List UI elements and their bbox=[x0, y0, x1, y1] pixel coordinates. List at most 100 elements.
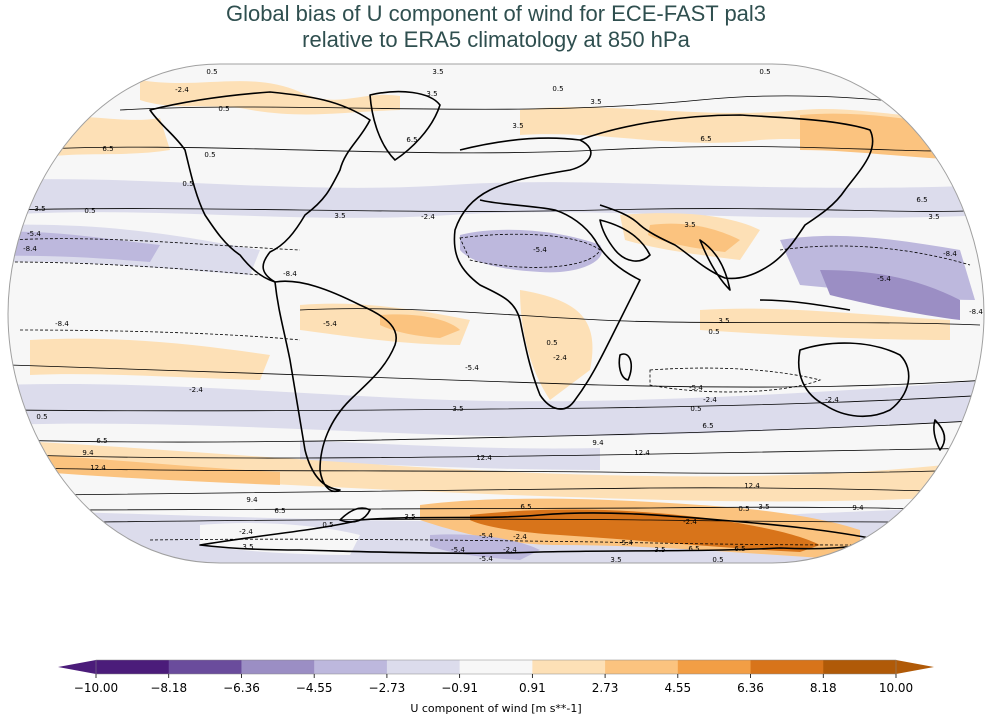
colorbar-tick-label: −2.73 bbox=[369, 681, 406, 695]
contour-label: 3.5 bbox=[334, 212, 345, 220]
colorbar-segment bbox=[168, 660, 242, 674]
contour-label: 3.5 bbox=[654, 546, 665, 554]
colorbar-extend-high bbox=[896, 660, 934, 674]
contour-label: 3.5 bbox=[590, 98, 601, 106]
colorbar-tick-label: 6.36 bbox=[737, 681, 764, 695]
contour-label: 0.5 bbox=[552, 85, 563, 93]
contour-label: -5.4 bbox=[619, 539, 633, 547]
contour-label: -5.4 bbox=[465, 364, 479, 372]
colorbar-tick-label: −8.18 bbox=[150, 681, 187, 695]
contour-label: 6.5 bbox=[734, 545, 745, 553]
colorbar-tick-label: 0.91 bbox=[519, 681, 546, 695]
contour-label: -5.4 bbox=[479, 532, 493, 540]
contour-label: -5.4 bbox=[323, 320, 337, 328]
contour-label: 6.5 bbox=[688, 545, 699, 553]
contour-label: 3.5 bbox=[718, 317, 729, 325]
contour-label: -8.4 bbox=[283, 270, 297, 278]
colorbar-segment bbox=[750, 660, 824, 674]
contour-label: 6.5 bbox=[520, 503, 531, 511]
contour-label: -5.4 bbox=[451, 546, 465, 554]
contour-label: -2.4 bbox=[825, 396, 839, 404]
contour-label: -8.4 bbox=[23, 245, 37, 253]
colorbar: −10.00 −8.18 −6.36 −4.55 −2.73 −0.91 0.91 2.73 4… bbox=[58, 659, 934, 715]
contour-label: -2.4 bbox=[683, 518, 697, 526]
contour-label: 9.4 bbox=[592, 439, 604, 447]
contour-label: 6.5 bbox=[96, 437, 107, 445]
contour-label: 6.5 bbox=[406, 136, 417, 144]
contour-label: 0.5 bbox=[206, 68, 217, 76]
contour-label: -5.4 bbox=[479, 555, 493, 563]
colorbar-tick-label: −6.36 bbox=[223, 681, 260, 695]
contour-label: 3.5 bbox=[242, 543, 253, 551]
colorbar-segment bbox=[677, 660, 752, 674]
contour-label: 3.5 bbox=[758, 503, 769, 511]
map-border bbox=[7, 63, 985, 564]
contour-label: 0.5 bbox=[690, 405, 701, 413]
contour-label: 0.5 bbox=[546, 339, 557, 347]
contour-label: 3.5 bbox=[452, 405, 463, 413]
contour-label: 0.5 bbox=[708, 328, 719, 336]
colorbar-segment bbox=[605, 660, 679, 674]
contour-label: -2.4 bbox=[513, 533, 527, 541]
contour-label: 12.4 bbox=[634, 449, 650, 457]
contour-label: 3.5 bbox=[610, 556, 621, 564]
colorbar-tick-label: −4.55 bbox=[296, 681, 333, 695]
contour-label: -2.4 bbox=[421, 213, 435, 221]
contour-label: 3.5 bbox=[426, 90, 437, 98]
contour-label: 9.4 bbox=[246, 496, 258, 504]
contour-label: 12.4 bbox=[476, 454, 492, 462]
contour-label: 0.5 bbox=[738, 505, 749, 513]
contour-label: -5.4 bbox=[877, 275, 891, 283]
colorbar-tick-label: 10.00 bbox=[879, 681, 913, 695]
contour-label: -8.4 bbox=[943, 250, 957, 258]
contour-label: -2.4 bbox=[189, 386, 203, 394]
contour-label: 3.5 bbox=[34, 205, 45, 213]
contour-label: 12.4 bbox=[744, 482, 760, 490]
contour-label: 9.4 bbox=[82, 449, 94, 457]
contour-label: 12.4 bbox=[90, 464, 106, 472]
colorbar-tick-label: 8.18 bbox=[810, 681, 837, 695]
contour-label: 3.5 bbox=[404, 513, 415, 521]
colorbar-tick-label: 4.55 bbox=[664, 681, 691, 695]
colorbar-tick-label: 2.73 bbox=[592, 681, 619, 695]
contour-label: 9.4 bbox=[852, 504, 864, 512]
contour-labels: 0.5 3.5 0.5 -2.4 0.5 3.5 3.5 0.5 3.5 6.5… bbox=[23, 68, 983, 564]
colorbar-segment bbox=[386, 660, 461, 674]
contour-label: 0.5 bbox=[759, 68, 770, 76]
colorbar-label: U component of wind [m s**-1] bbox=[410, 702, 581, 715]
contour-label: 6.5 bbox=[700, 135, 711, 143]
colorbar-segment bbox=[823, 660, 897, 674]
contour-label: 0.5 bbox=[322, 521, 333, 529]
colorbar-segment bbox=[459, 660, 533, 674]
colorbar-segment bbox=[96, 660, 170, 674]
contour-label: 3.5 bbox=[512, 122, 523, 130]
colorbar-segment bbox=[314, 660, 388, 674]
contour-label: 3.5 bbox=[684, 221, 695, 229]
contour-label: 6.5 bbox=[102, 145, 113, 153]
colorbar-tick-label: −10.00 bbox=[74, 681, 118, 695]
contour-label: 3.5 bbox=[928, 213, 939, 221]
contour-label: -5.4 bbox=[689, 384, 703, 392]
contour-label: -2.4 bbox=[553, 354, 567, 362]
colorbar-segment bbox=[241, 660, 315, 674]
colorbar-extend-low bbox=[58, 660, 96, 674]
contour-label: -8.4 bbox=[969, 308, 983, 316]
contour-label: -5.4 bbox=[533, 246, 547, 254]
contour-label: 0.5 bbox=[36, 413, 47, 421]
contour-label: 6.5 bbox=[274, 507, 285, 515]
contour-label: 3.5 bbox=[432, 68, 443, 76]
contour-label: -2.4 bbox=[703, 396, 717, 404]
contour-label: -8.4 bbox=[55, 320, 69, 328]
map-title-line-1: Global bias of U component of wind for E… bbox=[225, 1, 767, 26]
contour-label: -2.4 bbox=[503, 546, 517, 554]
contour-label: -2.4 bbox=[239, 528, 253, 536]
map-title-line-2: relative to ERA5 climatology at 850 hPa bbox=[302, 27, 690, 52]
contour-label: -2.4 bbox=[175, 86, 189, 94]
contour-label: -5.4 bbox=[27, 230, 41, 238]
contour-label: 0.5 bbox=[204, 151, 215, 159]
contour-label: 0.5 bbox=[182, 180, 193, 188]
contour-lines bbox=[9, 95, 984, 546]
colorbar-tick-label: −0.91 bbox=[441, 681, 478, 695]
contour-label: 0.5 bbox=[712, 556, 723, 564]
